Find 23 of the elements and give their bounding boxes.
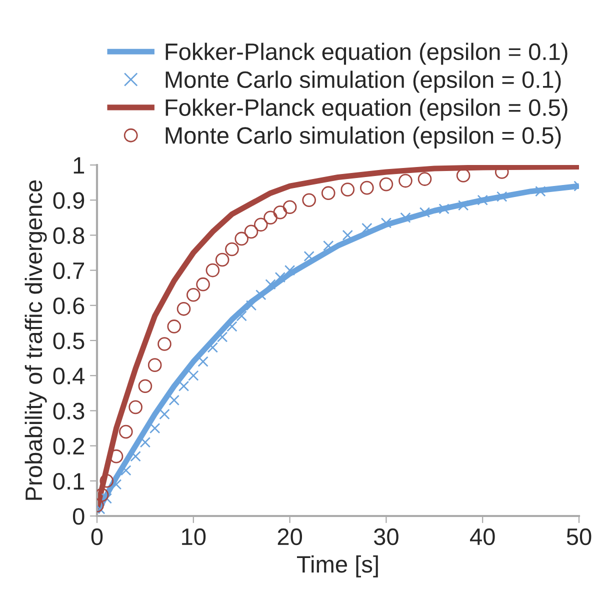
x-tick-label: 10: [182, 528, 206, 546]
x-tick-label: 50: [566, 528, 592, 546]
y-tick-label: 0.5: [53, 332, 84, 350]
y-tick-label: 0.4: [53, 368, 85, 384]
legend-label: Fokker-Planck equation (epsilon = 0.5): [166, 98, 568, 121]
y-tick-label: 0: [72, 508, 84, 525]
y-tick-label: 0.6: [53, 297, 84, 314]
y-tick-label: 0.3: [53, 402, 84, 420]
y-tick-label: 1: [74, 157, 84, 174]
legend-label: Fokker-Planck equation (epsilon = 0.1): [166, 42, 568, 65]
y-tick-label: 0.1: [53, 472, 84, 490]
x-tick-label: 40: [470, 528, 495, 546]
y-tick-label: 0.8: [53, 227, 84, 244]
x-tick-label: 0: [91, 528, 103, 546]
x-tick-label: 30: [374, 528, 398, 546]
y-axis-title: Probability of traffic divergence: [24, 180, 47, 500]
legend-label: Monte Carlo simulation (epsilon = 0.1): [166, 70, 561, 93]
y-tick-label: 0.2: [53, 438, 84, 455]
x-tick-label: 20: [278, 528, 302, 546]
y-tick-label: 0.7: [53, 262, 84, 280]
y-tick-label: 0.9: [53, 192, 84, 209]
legend-label: Monte Carlo simulation (epsilon = 0.5): [166, 126, 561, 149]
x-axis-title: Time [s]: [297, 555, 378, 578]
